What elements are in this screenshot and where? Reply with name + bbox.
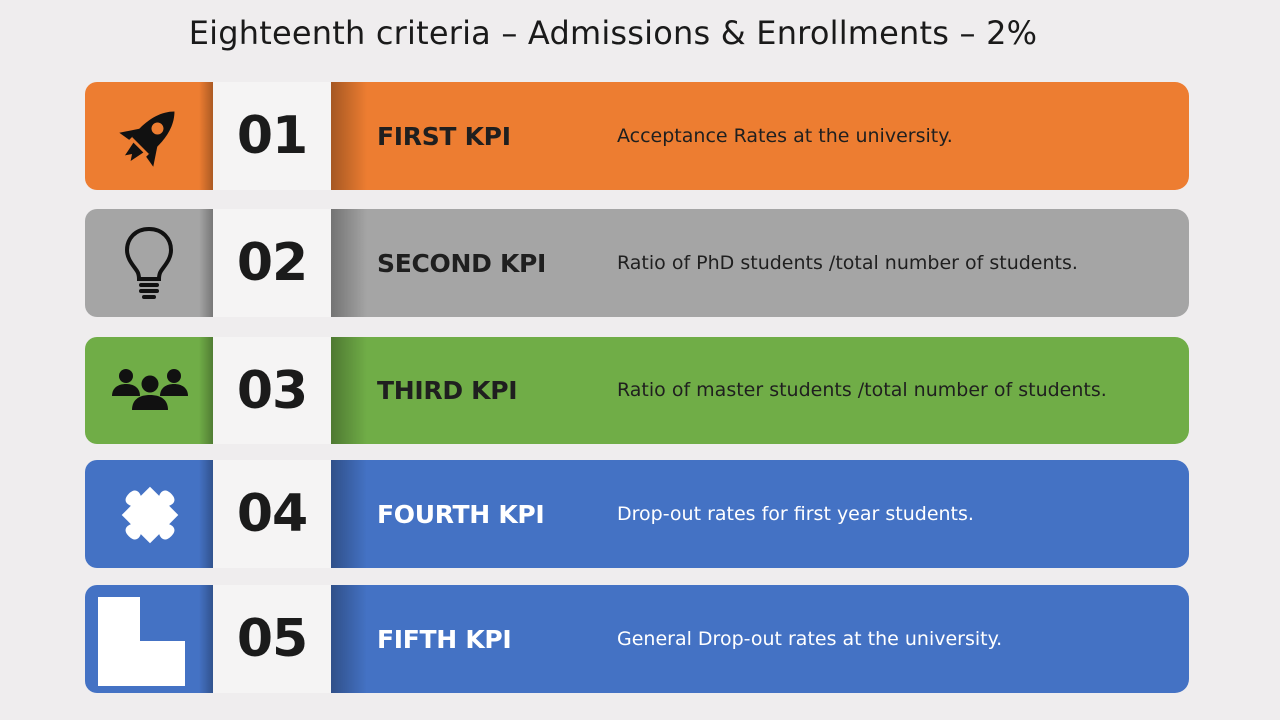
lightbulb-icon [124,226,174,299]
kpi-content: SECOND KPI Ratio of PhD students /total … [331,209,1189,317]
kpi-content: THIRD KPI Ratio of master students /tota… [331,337,1189,444]
kpi-label: FOURTH KPI [377,499,545,529]
people-group-icon [112,369,188,410]
kpi-row-3: 03 THIRD KPI Ratio of master students /t… [85,337,1189,444]
icon-panel [85,460,213,568]
puzzle-piece-icon [121,486,179,544]
kpi-content: FOURTH KPI Drop-out rates for first year… [331,460,1189,568]
kpi-row-2: 02 SECOND KPI Ratio of PhD students /tot… [85,209,1189,317]
kpi-content: FIRST KPI Acceptance Rates at the univer… [331,82,1189,190]
kpi-description: Ratio of PhD students /total number of s… [617,251,1078,274]
kpi-content: FIFTH KPI General Drop-out rates at the … [331,585,1189,693]
icon-panel [85,82,213,190]
kpi-description: Ratio of master students /total number o… [617,379,1107,401]
icon-panel [85,209,213,317]
l-shape-icon [98,597,185,686]
number-panel: 01 [213,82,331,190]
kpi-description: General Drop-out rates at the university… [617,627,1003,650]
kpi-number: 03 [236,360,308,421]
number-panel: 05 [213,585,331,693]
number-panel: 02 [213,209,331,317]
kpi-label: FIFTH KPI [377,624,512,654]
number-panel: 03 [213,337,331,444]
kpi-description: Acceptance Rates at the university. [617,124,953,147]
kpi-label: SECOND KPI [377,248,547,278]
icon-panel [85,337,213,444]
icon-panel [85,585,213,693]
rocket-icon [119,111,175,167]
kpi-number: 04 [236,484,308,544]
number-panel: 04 [213,460,331,568]
kpi-description: Drop-out rates for first year students. [617,502,974,525]
kpi-label: THIRD KPI [377,376,518,405]
kpi-number: 05 [236,609,308,669]
kpi-row-1: 01 FIRST KPI Acceptance Rates at the uni… [85,82,1189,190]
kpi-number: 01 [236,106,308,166]
kpi-number: 02 [236,233,308,293]
kpi-label: FIRST KPI [377,121,511,151]
kpi-row-5: 05 FIFTH KPI General Drop-out rates at t… [85,585,1189,693]
slide-title: Eighteenth criteria – Admissions & Enrol… [188,14,1038,52]
kpi-row-4: 04 FOURTH KPI Drop-out rates for first y… [85,460,1189,568]
